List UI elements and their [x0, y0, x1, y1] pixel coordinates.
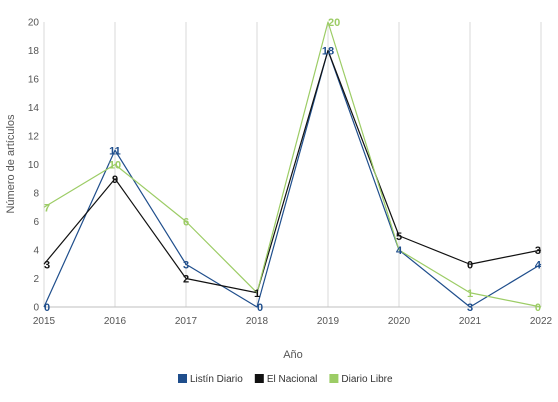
data-label: 7: [44, 202, 50, 214]
x-axis-ticks: 2015 2016 2017 2018 2019 2020 2021 2022: [33, 316, 553, 327]
data-label: 3: [44, 259, 50, 271]
data-label: 3: [535, 245, 541, 257]
y-tick-label: 20: [28, 18, 40, 29]
x-tick-label: 2020: [388, 316, 411, 327]
legend-swatch: [178, 374, 187, 383]
data-label: 10: [109, 160, 121, 172]
data-label: 11: [109, 145, 121, 157]
data-label: 4: [535, 259, 542, 271]
legend-label: Diario Libre: [341, 374, 393, 385]
data-label: 0: [467, 259, 473, 271]
data-label: 18: [322, 46, 334, 58]
y-tick-label: 18: [28, 46, 40, 57]
x-tick-label: 2015: [33, 316, 56, 327]
series-line-2: [43, 21, 542, 308]
y-axis-ticks: 0 2 4 6 8 10 12 14 16 18 20: [28, 18, 40, 314]
grid-lines: [43, 22, 542, 307]
legend-swatch: [329, 374, 339, 383]
data-label: 4: [396, 245, 403, 257]
legend-label: Listín Diario: [190, 374, 243, 385]
data-label: 5: [396, 231, 402, 243]
data-label: 3: [467, 302, 473, 314]
y-tick-label: 14: [28, 103, 40, 114]
legend: Listín Diario El Nacional Diario Libre: [178, 374, 393, 385]
legend-label: El Nacional: [267, 374, 318, 385]
data-label: 0: [44, 302, 50, 314]
data-label: 3: [183, 259, 189, 271]
y-tick-label: 12: [28, 132, 40, 143]
x-tick-label: 2016: [104, 316, 127, 327]
y-tick-label: 2: [33, 274, 39, 285]
data-label: 1: [254, 288, 260, 300]
series-line-0: [43, 49, 542, 308]
x-axis-title: Año: [283, 349, 303, 361]
data-label: 0: [535, 302, 541, 314]
x-tick-label: 2022: [530, 316, 553, 327]
data-label: 2: [183, 274, 189, 286]
y-tick-label: 16: [28, 75, 40, 86]
y-tick-label: 4: [33, 246, 39, 257]
data-label: 20: [328, 17, 340, 29]
series-line-1: [43, 49, 542, 294]
y-tick-label: 10: [28, 160, 40, 171]
y-axis-title: Número de artículos: [5, 114, 17, 214]
x-tick-label: 2021: [459, 316, 482, 327]
data-label: 9: [112, 174, 118, 186]
y-tick-label: 6: [33, 217, 39, 228]
series-lines: [43, 21, 542, 308]
y-tick-label: 8: [33, 189, 39, 200]
data-label: 6: [183, 217, 189, 229]
x-tick-label: 2017: [175, 316, 198, 327]
x-tick-label: 2019: [317, 316, 340, 327]
x-tick-label: 2018: [246, 316, 269, 327]
legend-swatch: [254, 374, 264, 383]
y-tick-label: 0: [33, 303, 39, 314]
data-label: 0: [257, 302, 263, 314]
data-label: 1: [467, 288, 473, 300]
